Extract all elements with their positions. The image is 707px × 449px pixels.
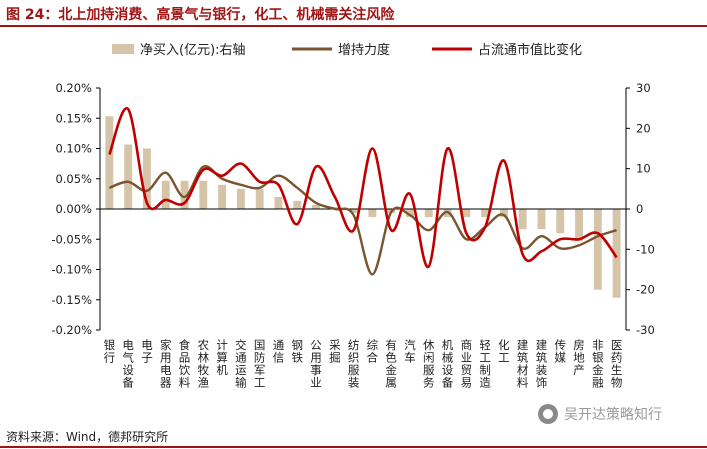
category-label: 医药生物 bbox=[611, 338, 623, 390]
legend-label: 占流通市值比变化 bbox=[478, 42, 582, 58]
bar bbox=[124, 144, 133, 209]
title-bar: 图 24：北上加持消费、高景气与银行，化工、机械需关注风险 bbox=[0, 0, 707, 27]
category-label: 采掘 bbox=[329, 338, 341, 365]
category-label: 钢铁 bbox=[292, 338, 304, 365]
bar bbox=[218, 184, 227, 209]
bar bbox=[199, 180, 208, 209]
legend-swatch-bar bbox=[112, 44, 134, 54]
category-label: 轻工制造 bbox=[479, 338, 491, 390]
bar bbox=[143, 148, 151, 209]
legend-label: 净买入(亿元):右轴 bbox=[140, 43, 246, 58]
right-tick-label: -10 bbox=[636, 242, 655, 256]
category-label: 化工 bbox=[498, 338, 510, 365]
watermark: 吴开达策略知行 bbox=[538, 403, 662, 425]
category-label: 房地产 bbox=[573, 338, 585, 377]
bar bbox=[537, 209, 546, 230]
title-underline bbox=[0, 25, 707, 27]
wechat-logo-icon bbox=[538, 404, 558, 424]
left-tick-label: 0.05% bbox=[55, 172, 92, 186]
left-tick-label: 0.00% bbox=[55, 202, 92, 216]
left-tick-label: 0.20% bbox=[55, 81, 92, 95]
category-label: 商业贸易 bbox=[461, 338, 473, 390]
category-label: 综合 bbox=[367, 338, 379, 365]
bar bbox=[499, 209, 508, 218]
right-tick-label: -20 bbox=[636, 283, 655, 297]
strength-line bbox=[108, 165, 617, 276]
category-label: 建筑装饰 bbox=[536, 338, 548, 390]
bar bbox=[255, 188, 264, 209]
category-label: 公用事业 bbox=[310, 338, 322, 390]
category-label: 建筑材料 bbox=[517, 338, 529, 390]
bar bbox=[462, 209, 471, 218]
change-line bbox=[108, 107, 618, 268]
bar bbox=[556, 209, 565, 234]
bar bbox=[406, 209, 414, 218]
left-tick-label: -0.10% bbox=[51, 263, 92, 277]
left-tick-label: 0.15% bbox=[55, 111, 92, 125]
legend-label: 增持力度 bbox=[338, 42, 390, 58]
left-tick-label: -0.20% bbox=[51, 323, 92, 337]
bar bbox=[105, 116, 114, 209]
category-label: 休闲服务 bbox=[423, 338, 435, 390]
category-label: 交通运输 bbox=[235, 338, 247, 390]
bar bbox=[274, 196, 283, 209]
bar bbox=[424, 209, 433, 218]
bar bbox=[593, 209, 602, 290]
category-label: 电子 bbox=[141, 338, 153, 365]
chart-svg: 净买入(亿元):右轴 增持力度 占流通市值比变化 0.20% 0.15% 0.10% 0.0… bbox=[51, 42, 655, 390]
right-tick-label: 20 bbox=[636, 121, 651, 135]
category-label: 国防军工 bbox=[254, 338, 266, 390]
right-tick-label: 10 bbox=[636, 162, 651, 176]
bottom-rule bbox=[0, 446, 707, 448]
bar bbox=[368, 209, 377, 218]
bar bbox=[612, 209, 621, 298]
source-note: 资料来源：Wind，德邦研究所 bbox=[6, 430, 169, 444]
bar bbox=[518, 209, 527, 230]
right-tick-label: -30 bbox=[636, 323, 655, 337]
category-label: 农林牧渔 bbox=[198, 338, 210, 390]
category-label: 家用电器 bbox=[160, 338, 172, 390]
category-label: 传媒 bbox=[555, 338, 567, 365]
right-tick-label: 0 bbox=[636, 202, 643, 216]
bar bbox=[180, 180, 189, 209]
category-label: 纺织服装 bbox=[348, 338, 360, 390]
left-tick-label: -0.15% bbox=[51, 293, 92, 307]
bar bbox=[236, 188, 245, 209]
category-label: 计算机 bbox=[216, 338, 228, 377]
bar bbox=[481, 209, 490, 218]
bar bbox=[293, 200, 302, 209]
category-label: 机械设备 bbox=[442, 338, 454, 390]
bar bbox=[349, 209, 358, 214]
left-tick-label: 0.10% bbox=[55, 142, 92, 156]
bar bbox=[575, 209, 583, 242]
category-label: 汽车 bbox=[404, 338, 416, 365]
bar bbox=[312, 204, 320, 209]
category-label: 食品饮料 bbox=[179, 338, 191, 390]
category-label: 非银金融 bbox=[592, 338, 604, 390]
watermark-text: 吴开达策略知行 bbox=[564, 407, 662, 423]
category-label: 有色金属 bbox=[385, 338, 397, 390]
bar bbox=[161, 180, 170, 209]
category-label: 电气设备 bbox=[122, 338, 134, 390]
category-label: 通信 bbox=[273, 338, 285, 365]
left-tick-label: -0.05% bbox=[51, 232, 92, 246]
right-tick-label: 30 bbox=[636, 81, 651, 95]
figure-title: 图 24：北上加持消费、高景气与银行，化工、机械需关注风险 bbox=[6, 7, 395, 23]
category-label: 银行 bbox=[104, 338, 116, 365]
